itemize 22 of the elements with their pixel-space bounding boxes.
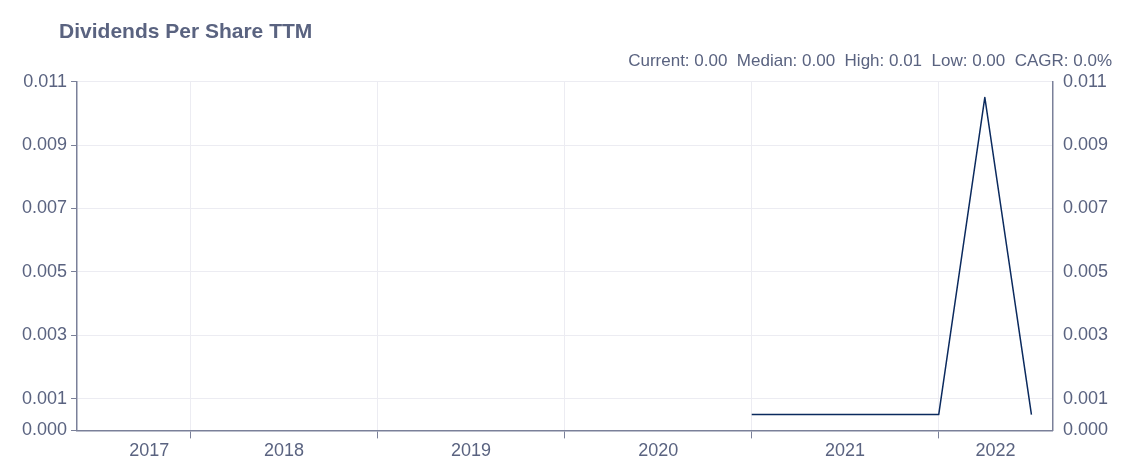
x-tick-label: 2022 [975,440,1016,461]
y-tick-label: 0.011 [23,70,68,91]
y2-tick-label: 0.011 [1062,70,1107,91]
y2-tick-label: 0.009 [1062,133,1108,154]
chart-title: Dividends Per Share TTM [59,19,313,43]
y2-tick-label: 0.005 [1062,260,1108,281]
x-tick-label: 2018 [263,440,305,461]
x-tick-label: 2021 [824,440,865,461]
x-tick-label: 2020 [638,440,679,461]
y-tick-label: 0.009 [22,133,68,154]
y2-tick-label: 0.003 [1062,324,1108,345]
chart-subtitle: Current: 0.00 Median: 0.00 High: 0.01 Low: 0.00 CAGR: 0.0% [628,51,1112,71]
y-tick-label: 0.005 [22,260,68,281]
x-tick-label: 2017 [129,440,170,461]
y-tick-label: 0.001 [22,387,68,408]
y-tick-label: 0.000 [22,419,68,440]
y-tick-label: 0.007 [22,197,68,218]
y2-tick-label: 0.001 [1062,387,1108,408]
y-tick-label: 0.003 [22,324,68,345]
y2-tick-label: 0.007 [1062,197,1108,218]
y2-tick-label: 0.000 [1062,419,1108,440]
x-tick-label: 2019 [450,440,492,461]
